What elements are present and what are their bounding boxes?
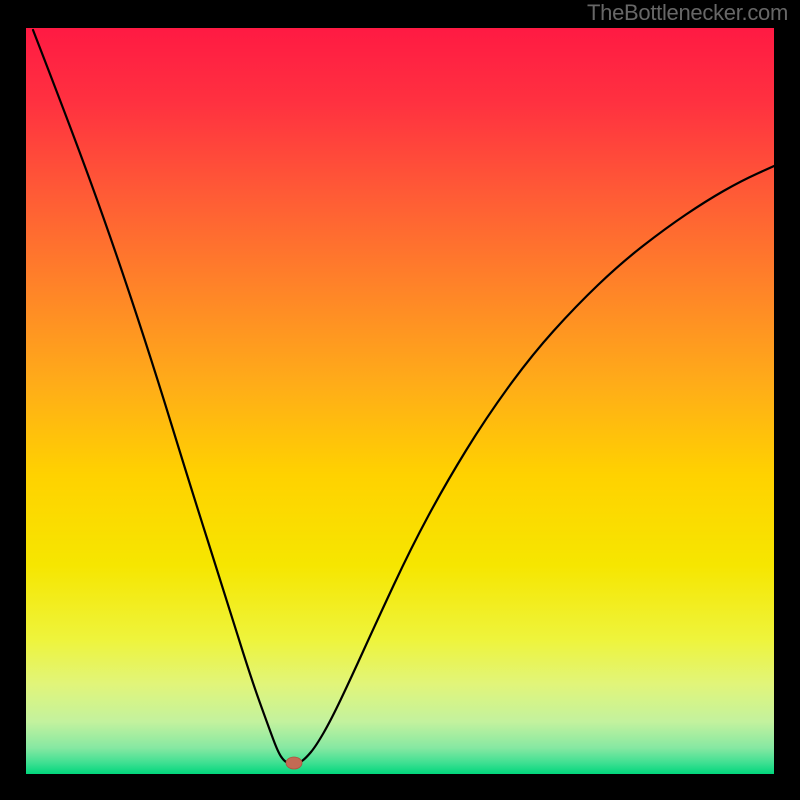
watermark-label: TheBottlenecker.com [587, 0, 788, 26]
plot-area [26, 28, 774, 774]
plot-svg [26, 28, 774, 774]
gradient-background [26, 28, 774, 774]
optimal-point-marker [286, 757, 302, 769]
chart-container: TheBottlenecker.com [0, 0, 800, 800]
